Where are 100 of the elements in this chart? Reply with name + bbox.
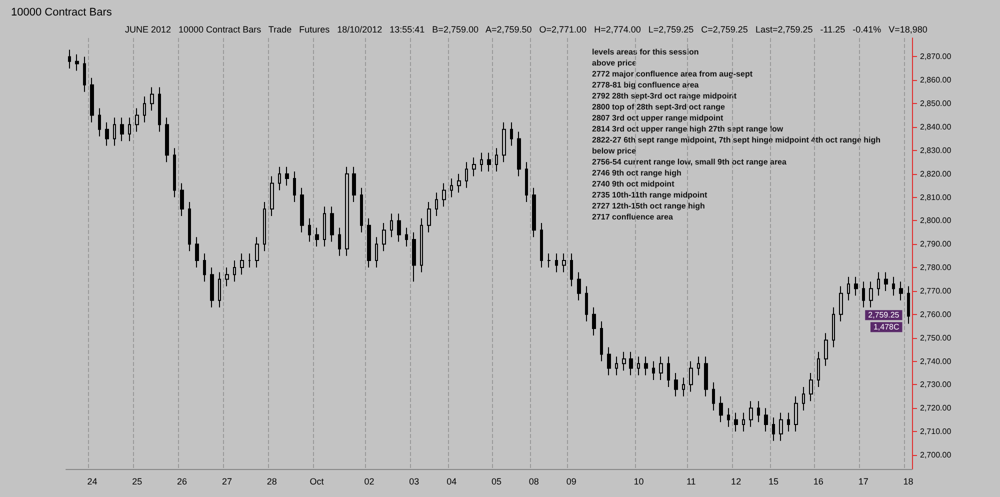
candlestick <box>884 272 888 292</box>
candlestick <box>532 187 536 238</box>
candlestick <box>502 122 506 163</box>
y-tick-label: 2,740.00 <box>920 356 952 366</box>
annotation: 2727 12th-15th oct range high <box>592 202 706 210</box>
x-tick-label: 11 <box>686 476 696 486</box>
x-tick-label: 10 <box>634 476 644 486</box>
candlestick <box>427 201 431 233</box>
candlestick <box>397 213 401 242</box>
chart-subtitle: JUNE 2012 10000 Contract Bars Trade Futures 18/10/2012 13:55:41 B=2,759.00 A=2,759.50 O=2,771.00 H=2,774.00 L=2,759.25 C=2,759.25 Last=2,759.25 -11.25 -0.41% V=18,980 <box>125 24 928 34</box>
annotation: 2772 major confluence area from aug-sept <box>592 70 753 78</box>
candlestick <box>869 281 873 308</box>
candlestick <box>412 232 416 282</box>
x-tick-label: 15 <box>768 476 779 486</box>
candlestick <box>907 286 910 324</box>
candlestick <box>742 412 745 432</box>
x-tick-label: 24 <box>87 476 98 486</box>
annotation: 2800 top of 28th sept-3rd oct range <box>592 102 726 112</box>
candlestick <box>779 412 783 442</box>
candlestick <box>128 117 131 142</box>
y-tick-label: 2,710.00 <box>920 427 952 436</box>
candlestick <box>263 201 266 252</box>
y-tick-label: 2,750.00 <box>920 333 952 342</box>
annotation: 2807 3rd oct upper range midpoint <box>592 114 724 122</box>
candlestick <box>472 156 476 177</box>
candlestick <box>113 117 116 146</box>
candlestick <box>330 206 334 242</box>
candlestick <box>255 236 259 268</box>
annotation: levels areas for this session <box>592 48 699 56</box>
candlestick <box>360 187 363 233</box>
candlestick <box>83 56 86 92</box>
annotation: 2746 9th oct range high <box>592 168 682 178</box>
candlestick <box>195 236 199 268</box>
candlestick <box>457 173 461 194</box>
candlestick <box>352 166 356 202</box>
candlestick <box>323 206 326 247</box>
candlestick <box>674 372 678 397</box>
candlestick <box>644 356 648 376</box>
candlestick <box>734 412 738 432</box>
candlestick <box>817 351 820 388</box>
annotation: 2792 28th sept-3rd oct range midpoint <box>592 92 737 100</box>
x-tick-label: 25 <box>132 476 142 486</box>
candlestick <box>772 416 775 442</box>
x-tick-label: Oct <box>310 476 324 486</box>
candlestick <box>188 201 191 252</box>
candlestick <box>570 253 573 287</box>
candlestick <box>809 372 813 402</box>
x-tick-label: 28 <box>266 476 277 486</box>
annotation: below price <box>592 146 637 156</box>
annotation: 2756-54 current range low, small 9th oct range area <box>592 158 787 166</box>
candlestick <box>547 253 551 268</box>
candlestick <box>315 227 319 247</box>
x-tick-label: 17 <box>858 476 868 486</box>
candlestick <box>367 218 371 268</box>
x-tick-label: 04 <box>446 476 457 486</box>
candlestick <box>495 148 498 172</box>
annotation: 2735 10th-11th range midpoint <box>592 190 708 200</box>
candlestick <box>704 356 708 397</box>
candlestick <box>435 192 438 217</box>
candlestick <box>615 356 618 376</box>
candlestick <box>180 182 184 217</box>
y-tick-label: 2,850.00 <box>920 99 952 108</box>
candlestick <box>248 253 251 268</box>
candlestick <box>375 236 378 268</box>
x-tick-label: 18 <box>903 476 914 486</box>
candlestick <box>120 117 124 142</box>
candlestick <box>577 272 581 301</box>
candlestick <box>757 400 760 423</box>
candlestick <box>90 77 94 123</box>
candlestick <box>218 272 221 308</box>
y-tick-label: 2,720.00 <box>920 404 952 413</box>
y-tick-label: 2,870.00 <box>920 52 952 62</box>
y-tick-label: 2,780.00 <box>920 263 952 272</box>
y-tick-label: 2,770.00 <box>920 286 952 296</box>
y-tick-label: 2,860.00 <box>920 76 952 85</box>
candlestick <box>689 360 693 392</box>
candlestick <box>143 96 146 123</box>
candlestick <box>240 253 244 276</box>
candlestick <box>824 332 828 366</box>
y-tick-label: 2,730.00 <box>920 380 952 390</box>
candlestick <box>854 276 858 296</box>
y-tick-label: 2,790.00 <box>920 240 952 249</box>
y-tick-label: 2,700.00 <box>920 450 952 460</box>
candlestick <box>555 253 558 273</box>
x-tick-label: 26 <box>177 476 188 486</box>
candlestick <box>562 253 566 273</box>
candlestick <box>622 351 626 372</box>
candlestick <box>382 222 386 252</box>
candlestick <box>727 408 730 428</box>
candlestick <box>233 260 236 282</box>
candlestick <box>210 267 214 308</box>
x-tick-label: 03 <box>409 476 420 486</box>
candlestick <box>173 148 176 198</box>
candlestick <box>75 54 79 72</box>
candlestick <box>600 320 603 362</box>
x-tick-label: 12 <box>731 476 742 486</box>
candlestick <box>749 400 753 428</box>
candlestick <box>585 286 588 322</box>
candlestick <box>794 396 798 432</box>
y-tick-label: 2,840.00 <box>920 122 952 132</box>
